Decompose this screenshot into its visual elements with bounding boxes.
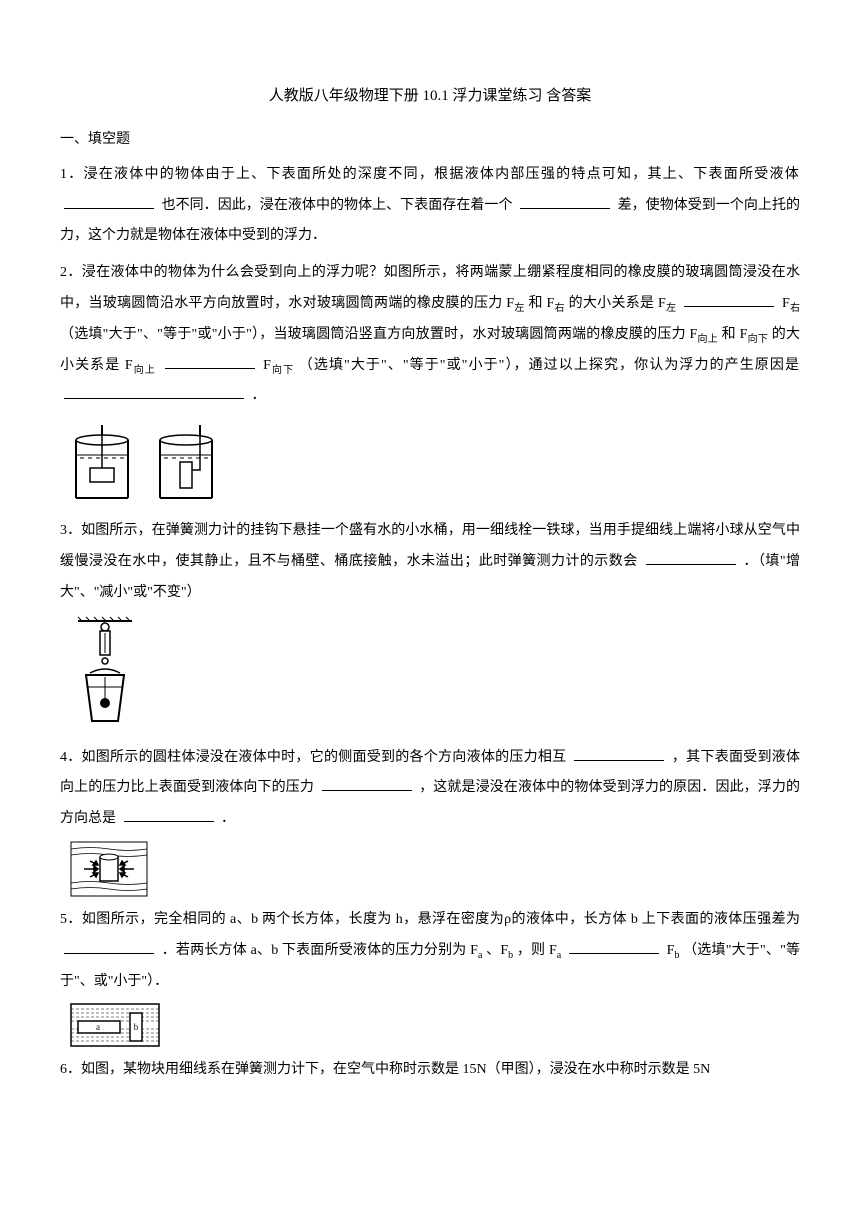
q2-text-5: （选填"大于"、"等于"或"小于"），当玻璃圆筒沿竖直方向放置时，水对玻璃圆筒两…	[60, 327, 697, 342]
q2-sub6: 向下	[747, 334, 768, 345]
q2-sub8: 向下	[271, 364, 294, 375]
q5-suba2: a	[557, 950, 561, 961]
document-title: 人教版八年级物理下册 10.1 浮力课堂练习 含答案	[60, 80, 800, 113]
question-5: 5．如图所示，完全相同的 a、b 两个长方体，长度为 h，悬浮在密度为ρ的液体中…	[60, 905, 800, 997]
blank-q5-2	[569, 938, 659, 954]
q1-text-2: 也不同．因此，浸在液体中的物体上、下表面存在着一个	[162, 198, 516, 213]
blank-q4-1	[574, 745, 664, 761]
blank-q4-2	[322, 775, 412, 791]
q2-sub7: 向上	[133, 364, 156, 375]
q5-subb2: b	[674, 950, 679, 961]
q2-sub2: 右	[554, 303, 565, 314]
q2-text-9: （选填"大于"、"等于"或"小于"），通过以上探究，你认为浮力的产生原因是	[299, 358, 800, 373]
blank-q5-1	[64, 938, 154, 954]
question-4: 4．如图所示的圆柱体浸没在液体中时，它的侧面受到的各个方向液体的压力相互 ，其下…	[60, 743, 800, 835]
q2-sub3: 左	[666, 303, 677, 314]
q3-figure	[70, 615, 800, 735]
q5-figure: a b	[70, 1003, 800, 1047]
question-3: 3．如图所示，在弹簧测力计的挂钩下悬挂一个盛有水的小水桶，用一细线栓一铁球，当用…	[60, 516, 800, 608]
question-6: 6．如图，某物块用细线系在弹簧测力计下，在空气中称时示数是 15N（甲图），浸没…	[60, 1055, 800, 1086]
beaker-horizontal-tube-icon	[70, 420, 134, 508]
q2-sub4: 右	[790, 303, 800, 314]
q4-text-1: 4．如图所示的圆柱体浸没在液体中时，它的侧面受到的各个方向液体的压力相互	[60, 750, 570, 765]
q5-subb: b	[508, 950, 513, 961]
q5-suba: a	[478, 950, 482, 961]
q2-text-10: ．	[252, 388, 266, 403]
q4-figure	[70, 841, 800, 897]
section-header: 一、填空题	[60, 125, 800, 156]
q6-text-1: 6．如图，某物块用细线系在弹簧测力计下，在空气中称时示数是 15N（甲图），浸没…	[60, 1062, 710, 1077]
q2-text-4: F	[782, 296, 790, 311]
q2-text-3: 的大小关系是 F	[569, 296, 666, 311]
q2-text-6: 和 F	[722, 327, 748, 342]
q2-text-2: 和 F	[528, 296, 554, 311]
blank-q3-1	[646, 549, 736, 565]
svg-text:a: a	[96, 1022, 100, 1032]
spring-scale-bucket-icon	[70, 615, 150, 735]
svg-text:b: b	[134, 1022, 139, 1032]
blank-q1-1	[64, 193, 154, 209]
q5-text-4: ，则 F	[517, 943, 557, 958]
q2-text-8: F	[263, 358, 271, 373]
q2-figures	[70, 420, 800, 508]
blank-q2-3	[64, 383, 244, 399]
blank-q4-3	[124, 806, 214, 822]
question-1: 1．浸在液体中的物体由于上、下表面所处的深度不同，根据液体内部压强的特点可知，其…	[60, 160, 800, 252]
q1-text-1: 1．浸在液体中的物体由于上、下表面所处的深度不同，根据液体内部压强的特点可知，其…	[60, 167, 800, 182]
two-cuboids-liquid-icon: a b	[70, 1003, 160, 1047]
blank-q2-1	[684, 291, 774, 307]
beaker-vertical-tube-icon	[154, 420, 218, 508]
blank-q1-2	[520, 193, 610, 209]
q2-sub1: 左	[514, 303, 525, 314]
q5-text-1: 5．如图所示，完全相同的 a、b 两个长方体，长度为 h，悬浮在密度为ρ的液体中…	[60, 912, 800, 927]
q2-sub5: 向上	[697, 334, 718, 345]
blank-q2-2	[165, 353, 255, 369]
question-2: 2．浸在液体中的物体为什么会受到向上的浮力呢？如图所示，将两端蒙上绷紧程度相同的…	[60, 258, 800, 412]
q4-text-4: ．	[221, 811, 235, 826]
q5-text-2: ．若两长方体 a、b 下表面所受液体的压力分别为 F	[162, 943, 478, 958]
q5-text-3: 、F	[486, 943, 508, 958]
cylinder-pressure-icon	[70, 841, 148, 897]
